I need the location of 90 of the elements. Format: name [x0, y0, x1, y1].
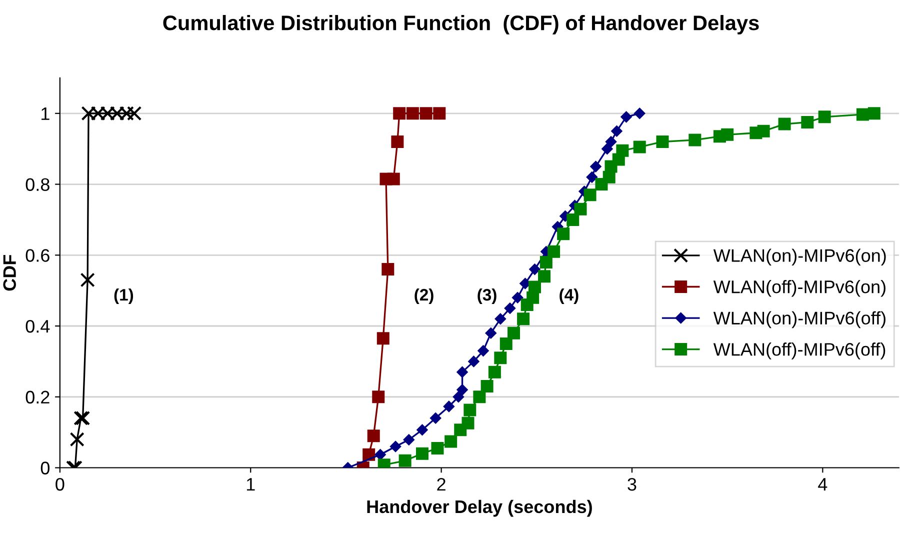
- annotation: (1): [114, 288, 134, 304]
- point: [374, 449, 386, 460]
- point: [456, 366, 468, 378]
- point: [391, 135, 404, 148]
- y-tick-label: 0.4: [26, 320, 50, 333]
- point: [633, 140, 646, 154]
- point: [574, 202, 587, 216]
- point: [393, 107, 406, 120]
- x-tick-label: 4: [818, 478, 828, 491]
- point: [488, 366, 501, 378]
- point: [528, 280, 541, 294]
- x-tick-label: 3: [628, 478, 636, 491]
- legend-label: WLAN(on)-MIPv6(off): [713, 311, 886, 328]
- x-tick-label: 2: [437, 478, 446, 491]
- annotation: (3): [478, 288, 496, 304]
- point: [856, 108, 869, 121]
- legend-label: WLAN(on)-MIPv6(on): [713, 248, 886, 266]
- point: [80, 272, 95, 288]
- x-tick-label: 0: [56, 478, 64, 491]
- point: [403, 434, 414, 446]
- point: [508, 326, 520, 340]
- point: [431, 442, 444, 455]
- point: [557, 228, 570, 240]
- point: [468, 356, 480, 368]
- point: [688, 134, 702, 146]
- point: [757, 124, 770, 138]
- point: [616, 144, 629, 157]
- point: [430, 412, 442, 424]
- point: [801, 116, 814, 129]
- point: [416, 447, 428, 460]
- point: [473, 390, 486, 404]
- point: [462, 416, 474, 430]
- point: [566, 213, 580, 226]
- point: [605, 136, 617, 148]
- point: [443, 400, 455, 412]
- point: [818, 110, 831, 124]
- point: [529, 264, 540, 275]
- point: [586, 172, 598, 183]
- legend-label: WLAN(off)-MIPv6(on): [713, 280, 886, 297]
- legend-label: WLAN(off)-MIPv6(off): [713, 342, 886, 360]
- point: [480, 380, 494, 392]
- point: [540, 256, 552, 268]
- annotation: (4): [560, 288, 578, 304]
- point: [494, 352, 507, 364]
- point: [517, 312, 530, 326]
- point: [500, 337, 512, 350]
- point: [494, 313, 506, 325]
- point: [620, 111, 632, 123]
- point: [387, 172, 400, 186]
- point: [548, 245, 560, 258]
- point: [584, 188, 596, 202]
- point: [416, 424, 428, 436]
- point: [868, 107, 880, 120]
- point: [538, 270, 551, 283]
- point: [70, 432, 84, 447]
- y-tick-label: 0: [40, 462, 50, 474]
- y-tick-label: 0.8: [26, 178, 50, 191]
- y-axis-title: CDF: [3, 254, 16, 291]
- point: [420, 107, 432, 120]
- point: [456, 384, 468, 396]
- point: [512, 292, 524, 304]
- point: [398, 454, 412, 467]
- point: [444, 435, 458, 448]
- chart-title: Cumulative Distribution Function (CDF) of Handover Delays: [163, 14, 759, 34]
- point: [590, 160, 602, 172]
- point: [602, 143, 613, 154]
- y-tick-label: 0.6: [26, 249, 50, 262]
- point: [778, 118, 791, 130]
- point: [485, 327, 496, 339]
- point: [382, 263, 394, 276]
- point: [656, 135, 669, 148]
- point: [433, 107, 446, 120]
- point: [478, 345, 489, 356]
- annotation: (2): [414, 288, 434, 304]
- point: [367, 430, 380, 442]
- x-axis-title: Handover Delay (seconds): [367, 500, 592, 517]
- x-tick-label: 1: [246, 478, 255, 491]
- y-tick-label: 1: [42, 108, 50, 120]
- point: [464, 404, 476, 416]
- y-tick-label: 0.2: [26, 390, 50, 404]
- point: [127, 106, 142, 121]
- point: [504, 302, 516, 314]
- point: [376, 332, 390, 345]
- point: [390, 440, 402, 452]
- point: [372, 390, 385, 404]
- point: [611, 126, 622, 137]
- point: [452, 391, 464, 402]
- point: [721, 128, 734, 141]
- point: [406, 107, 419, 120]
- point: [634, 108, 646, 119]
